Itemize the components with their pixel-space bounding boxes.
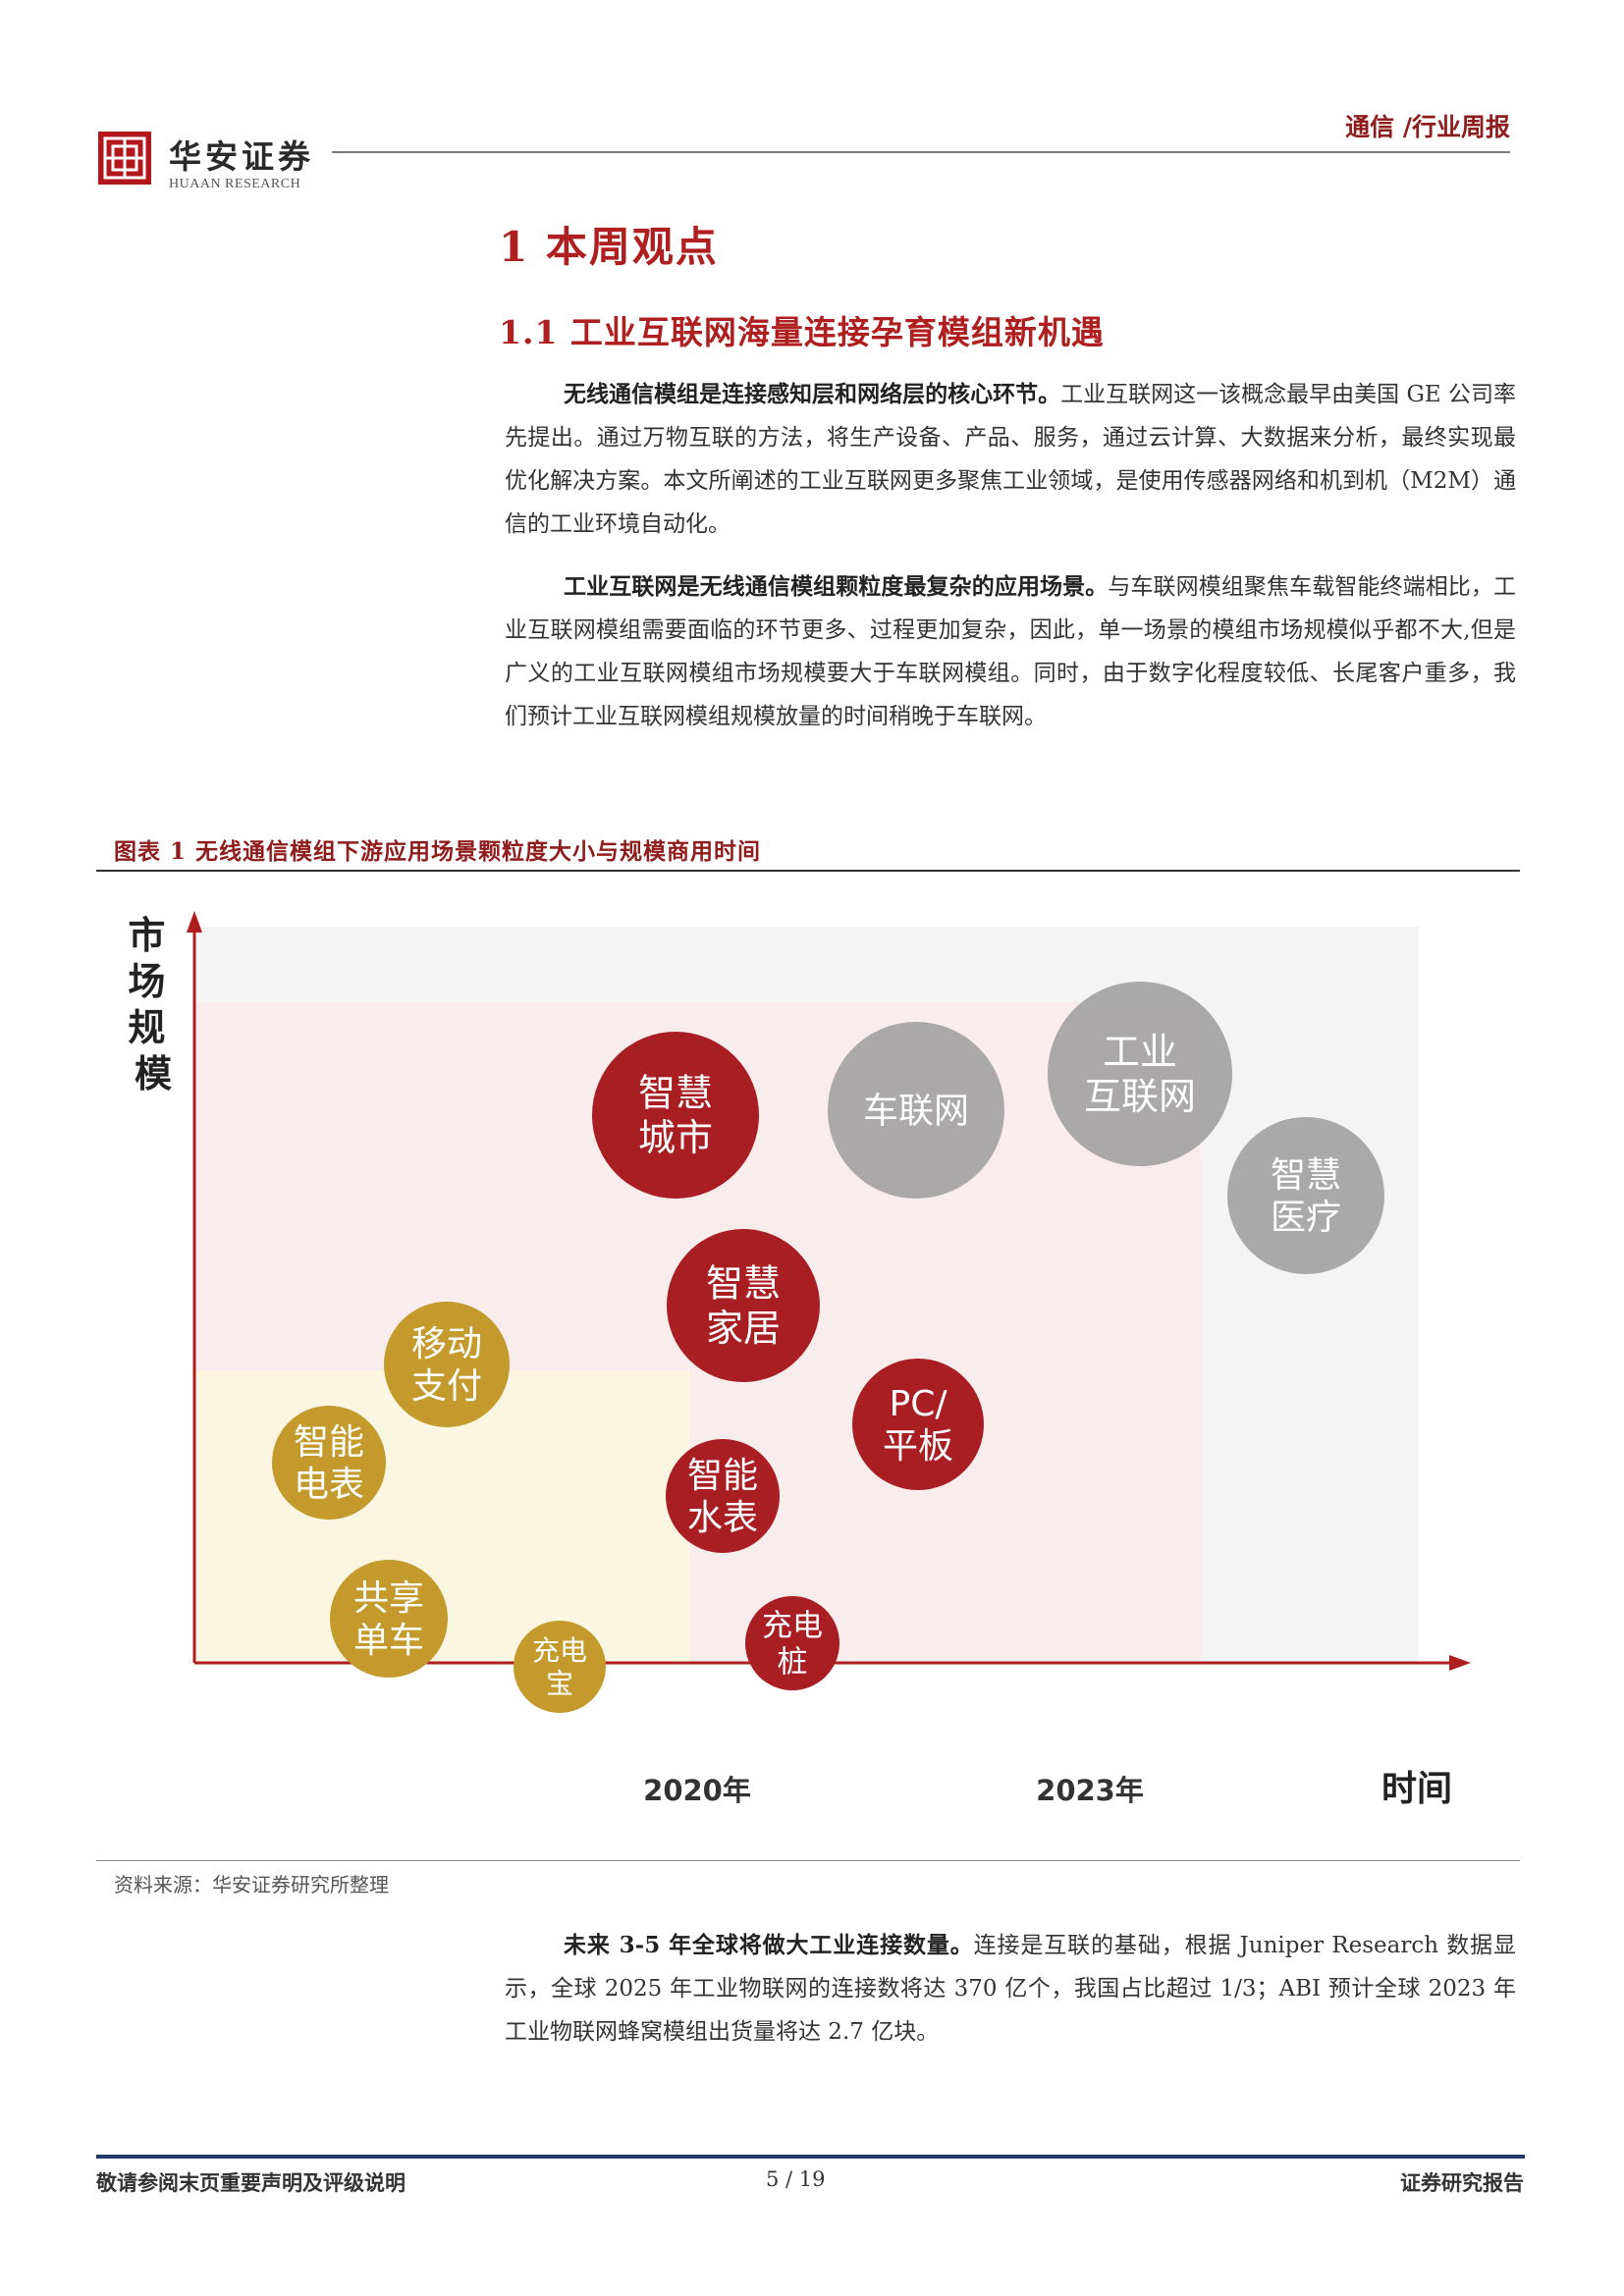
footer-disclaimer: 敬请参阅末页重要声明及评级说明: [96, 2170, 406, 2195]
bubble-label: 移动支付: [411, 1324, 482, 1407]
bubble: [384, 1302, 510, 1427]
figure-top-rule: [96, 870, 1520, 872]
bubble: [745, 1596, 839, 1690]
bubble-label: 共享单车: [353, 1578, 424, 1661]
bubble-label: 充电宝: [532, 1634, 587, 1700]
bubble: [330, 1560, 448, 1678]
bubble: [667, 1229, 820, 1382]
bubble: [828, 1022, 1004, 1199]
report-category: 通信 /行业周报: [1345, 113, 1510, 141]
paragraph-lead: 工业互联网是无线通信模组颗粒度最复杂的应用场景。: [564, 573, 1109, 600]
page-number: 5 / 19: [766, 2167, 826, 2191]
bubble-label: PC/平板: [883, 1384, 953, 1467]
bubble-label: 智慧医疗: [1271, 1155, 1341, 1238]
huaan-logo-icon: [98, 132, 151, 185]
subsection-heading: 1.1 工业互联网海量连接孕育模组新机遇: [499, 313, 1105, 351]
bubble: [1048, 982, 1232, 1166]
y-axis-label: 市 场 规 模: [128, 914, 178, 1095]
paragraph-lead: 未来 3-5 年全球将做大工业连接数量。: [564, 1932, 974, 1958]
bubble-label: 智能电表: [294, 1422, 364, 1505]
x-axis-arrow: [1449, 1655, 1471, 1671]
bubble-label: 智慧家居: [706, 1262, 781, 1351]
bubble-label: 智慧城市: [638, 1072, 713, 1160]
x-tick-label: 2023年: [1036, 1774, 1144, 1807]
bubble-label: 充电桩: [762, 1608, 823, 1680]
paragraph-body: 工业互联网这一该概念最早由美国 GE 公司率先提出。通过万物互联的方法，将生产设…: [505, 382, 1516, 537]
paragraph-body: 与车联网模组聚焦车载智能终端相比，工业互联网模组需要面临的环节更多、过程更加复杂…: [505, 574, 1517, 729]
x-axis-label: 时间: [1381, 1769, 1452, 1809]
bubble-label: 工业互联网: [1084, 1031, 1196, 1119]
bubble: [514, 1621, 606, 1713]
footer-divider: [96, 2155, 1525, 2159]
figure-source: 资料来源：华安证券研究所整理: [114, 1873, 389, 1896]
logo-text-cn: 华安证券: [169, 137, 314, 176]
figure-caption: 图表 1 无线通信模组下游应用场景颗粒度大小与规模商用时间: [114, 838, 762, 865]
bubble-label: 智能水表: [687, 1456, 758, 1538]
footer-report-type: 证券研究报告: [1400, 2170, 1524, 2195]
bubble-label: 车联网: [863, 1092, 969, 1132]
paragraph: 未来 3-5 年全球将做大工业连接数量。连接是互联的基础，根据 Juniper …: [505, 1924, 1516, 2054]
paragraph: 工业互联网是无线通信模组颗粒度最复杂的应用场景。与车联网模组聚焦车载智能终端相比…: [505, 565, 1516, 738]
bubble: [1227, 1117, 1384, 1274]
y-axis-arrow: [187, 911, 202, 933]
x-tick-label: 2020年: [643, 1774, 751, 1807]
logo-text-en: HUAAN RESEARCH: [169, 177, 301, 191]
header-divider: [332, 151, 1510, 153]
paragraph: 无线通信模组是连接感知层和网络层的核心环节。工业互联网这一该概念最早由美国 GE…: [505, 373, 1516, 546]
bubble: [592, 1032, 759, 1199]
section-heading: 1 本周观点: [499, 223, 719, 271]
figure-bottom-rule: [96, 1860, 1520, 1861]
paragraph-lead: 无线通信模组是连接感知层和网络层的核心环节。: [564, 381, 1061, 407]
bubble: [852, 1359, 984, 1490]
bubble: [666, 1439, 780, 1553]
bubble-chart: 市 场 规 模 时间 2020年 2023年 移动支付智能电表共享单车充电宝 智慧…: [128, 911, 1471, 1809]
paragraph-body: 连接是互联的基础，根据 Juniper Research 数据显示，全球 202…: [505, 1933, 1516, 2045]
bubble: [272, 1406, 386, 1520]
